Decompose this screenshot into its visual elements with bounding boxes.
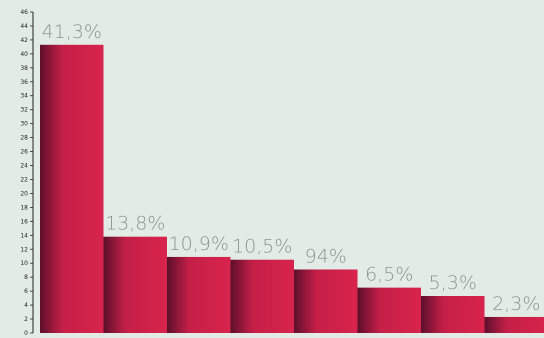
- y-tick-label: 34: [20, 93, 28, 100]
- data-label: 41,3%: [42, 21, 102, 43]
- y-tick-label: 46: [20, 9, 28, 16]
- y-tick-label: 42: [20, 37, 28, 44]
- data-label: 94%: [305, 245, 347, 267]
- bar: [167, 256, 231, 333]
- y-tick-label: 38: [20, 65, 28, 72]
- bar: [40, 44, 104, 334]
- y-axis: 0246810121416182022242628303234363840424…: [20, 9, 34, 337]
- y-tick-label: 36: [20, 79, 28, 86]
- data-labels: 41,3% 13,8%10,9% 10,5% 94% 6,5% 5,3% 2,3%: [42, 21, 541, 315]
- y-tick-label: 12: [20, 246, 28, 253]
- y-tick-label: 22: [20, 176, 28, 183]
- y-tick-label: 24: [20, 163, 28, 170]
- y-tick-label: 28: [20, 135, 28, 142]
- y-tick-label: 26: [20, 149, 28, 156]
- data-label: 5,3%: [429, 272, 477, 294]
- bars: [40, 44, 544, 334]
- y-tick-label: 40: [20, 51, 28, 58]
- y-tick-label: 32: [20, 107, 28, 114]
- y-tick-label: 30: [20, 121, 28, 128]
- y-tick-label: 0: [24, 330, 28, 337]
- y-tick-label: 10: [20, 260, 28, 267]
- bar: [421, 296, 485, 333]
- bar: [357, 287, 421, 333]
- bar: [230, 259, 294, 333]
- bar: [484, 316, 544, 333]
- data-label: 13,8%: [105, 213, 165, 235]
- y-tick-label: 4: [24, 302, 28, 309]
- y-tick-label: 8: [24, 274, 28, 281]
- y-tick-label: 44: [20, 23, 28, 30]
- y-tick-label: 14: [20, 232, 28, 239]
- data-label: 2,3%: [492, 293, 540, 315]
- y-tick-label: 20: [20, 190, 28, 197]
- data-label: 10,5%: [232, 236, 292, 258]
- y-tick-label: 18: [20, 204, 28, 211]
- y-tick-label: 2: [24, 316, 28, 323]
- bar: [294, 269, 358, 333]
- bar: [103, 236, 167, 333]
- data-label: 6,5%: [365, 264, 413, 286]
- y-tick-label: 16: [20, 218, 28, 225]
- data-label: 10,9%: [169, 233, 229, 255]
- y-tick-label: 6: [24, 288, 28, 295]
